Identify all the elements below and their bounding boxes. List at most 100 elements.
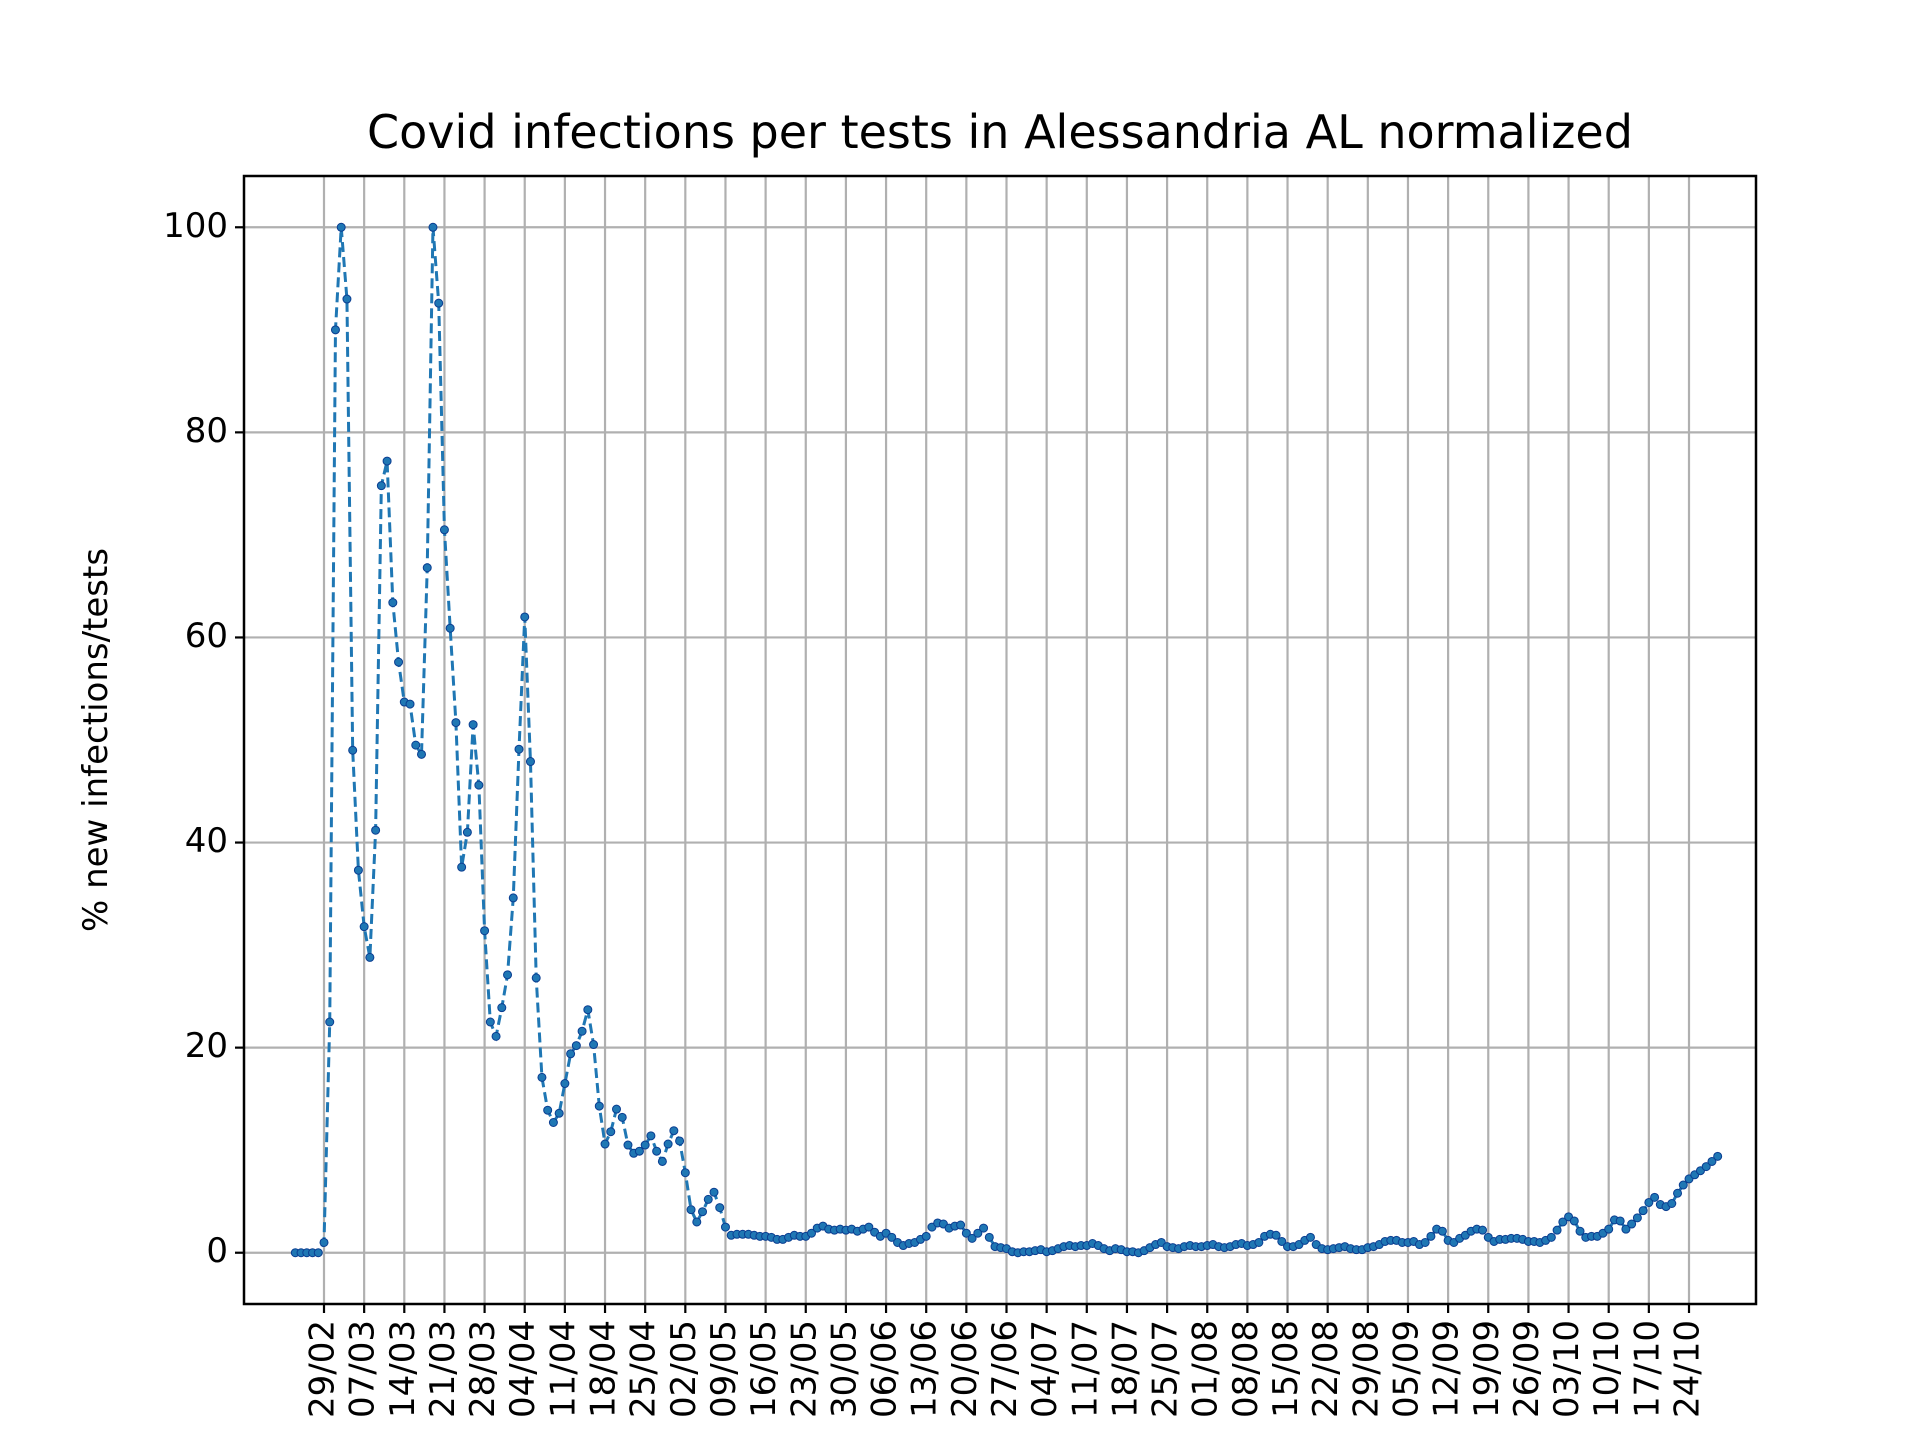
y-tick-label: 100 xyxy=(163,206,228,246)
x-tick-label: 04/04 xyxy=(503,1320,543,1418)
data-point xyxy=(451,718,461,728)
x-tick-label: 14/03 xyxy=(383,1320,423,1418)
x-tick-label: 13/06 xyxy=(905,1320,945,1418)
x-tick-label: 22/08 xyxy=(1306,1320,1346,1418)
data-point xyxy=(560,1079,570,1089)
data-point xyxy=(417,749,426,759)
data-point xyxy=(330,325,340,335)
data-point xyxy=(457,862,467,872)
data-point xyxy=(1615,1216,1625,1226)
x-tick-label: 20/06 xyxy=(945,1320,985,1418)
data-point xyxy=(1667,1199,1677,1209)
x-tick-label: 11/04 xyxy=(543,1320,583,1418)
data-point xyxy=(1546,1232,1556,1242)
data-point xyxy=(319,1237,329,1247)
data-point xyxy=(525,757,535,767)
data-point xyxy=(1478,1225,1488,1235)
data-point xyxy=(508,893,518,903)
data-point xyxy=(359,922,369,932)
data-point xyxy=(514,744,524,754)
data-point xyxy=(480,926,490,936)
y-tick-label: 20 xyxy=(185,1026,228,1066)
x-tick-label: 16/05 xyxy=(744,1320,784,1418)
data-point xyxy=(371,825,381,835)
data-point xyxy=(325,1017,335,1027)
data-point xyxy=(1644,1197,1654,1207)
data-point xyxy=(503,970,513,980)
data-point xyxy=(445,623,455,633)
y-tick-label: 40 xyxy=(185,821,228,861)
data-point xyxy=(491,1031,501,1041)
axis-ticks: 29/02 07/03 14/03 21/03 28/03 04/04 11/04 18/04… xyxy=(163,206,1707,1418)
chart-title: Covid infections per tests in Alessandri… xyxy=(367,105,1633,159)
x-tick-label: 19/09 xyxy=(1467,1320,1507,1418)
data-point xyxy=(548,1117,558,1127)
data-point xyxy=(973,1228,983,1238)
data-point xyxy=(646,1131,656,1141)
data-point xyxy=(698,1207,708,1217)
data-point xyxy=(405,699,415,709)
data-point xyxy=(807,1228,816,1238)
data-point xyxy=(577,1026,587,1036)
data-point xyxy=(594,1101,604,1111)
data-point xyxy=(979,1223,989,1233)
x-tick-label: 05/09 xyxy=(1386,1320,1426,1418)
data-point xyxy=(531,973,541,983)
x-tick-label: 28/03 xyxy=(463,1320,503,1418)
data-point xyxy=(353,865,363,875)
data-point xyxy=(1627,1219,1637,1229)
data-point xyxy=(692,1217,702,1227)
data-point xyxy=(864,1222,874,1232)
x-tick-label: 29/02 xyxy=(303,1320,343,1418)
data-point xyxy=(703,1194,713,1204)
data-point xyxy=(623,1140,633,1150)
y-tick-label: 60 xyxy=(185,616,228,656)
x-tick-label: 30/05 xyxy=(824,1320,864,1418)
x-tick-label: 02/05 xyxy=(664,1320,704,1418)
data-point xyxy=(388,598,398,608)
data-point xyxy=(313,1248,323,1258)
data-point xyxy=(1426,1231,1436,1241)
data-point xyxy=(1707,1156,1717,1166)
data-point xyxy=(382,456,392,466)
data-point xyxy=(1569,1216,1579,1226)
data-point xyxy=(497,1003,507,1013)
x-tick-label: 21/03 xyxy=(423,1320,463,1418)
data-point xyxy=(675,1136,685,1146)
data-point xyxy=(606,1127,616,1137)
y-tick-label: 80 xyxy=(185,411,228,451)
data-point xyxy=(571,1041,581,1051)
data-point xyxy=(1604,1224,1614,1234)
data-point xyxy=(422,563,432,573)
x-tick-label: 08/08 xyxy=(1226,1320,1266,1418)
data-point xyxy=(1701,1162,1711,1172)
data-point xyxy=(1632,1213,1642,1223)
data-point xyxy=(921,1231,931,1241)
y-axis-label: % new infections/tests xyxy=(76,548,116,932)
data-point xyxy=(1437,1226,1447,1236)
data-point xyxy=(720,1222,730,1232)
data-point xyxy=(1621,1224,1631,1234)
data-point xyxy=(887,1232,897,1242)
data-point xyxy=(583,1005,593,1015)
data-point xyxy=(657,1156,667,1166)
data-point xyxy=(1420,1237,1430,1247)
data-point xyxy=(342,294,352,304)
y-tick-label: 0 xyxy=(206,1231,228,1271)
x-tick-label: 11/07 xyxy=(1065,1320,1105,1418)
data-point xyxy=(956,1220,966,1230)
x-tick-label: 12/09 xyxy=(1427,1320,1467,1418)
data-point xyxy=(1638,1206,1648,1216)
grid-lines xyxy=(244,176,1756,1304)
data-point xyxy=(376,481,386,491)
x-tick-label: 17/10 xyxy=(1627,1320,1667,1418)
data-point xyxy=(348,745,358,755)
data-point xyxy=(669,1126,679,1136)
data-point xyxy=(1254,1237,1264,1247)
data-point xyxy=(428,222,438,232)
data-point xyxy=(1558,1217,1568,1227)
data-point xyxy=(554,1108,564,1118)
data-point xyxy=(715,1203,725,1213)
data-point xyxy=(1713,1151,1723,1161)
x-tick-label: 10/10 xyxy=(1587,1320,1627,1418)
